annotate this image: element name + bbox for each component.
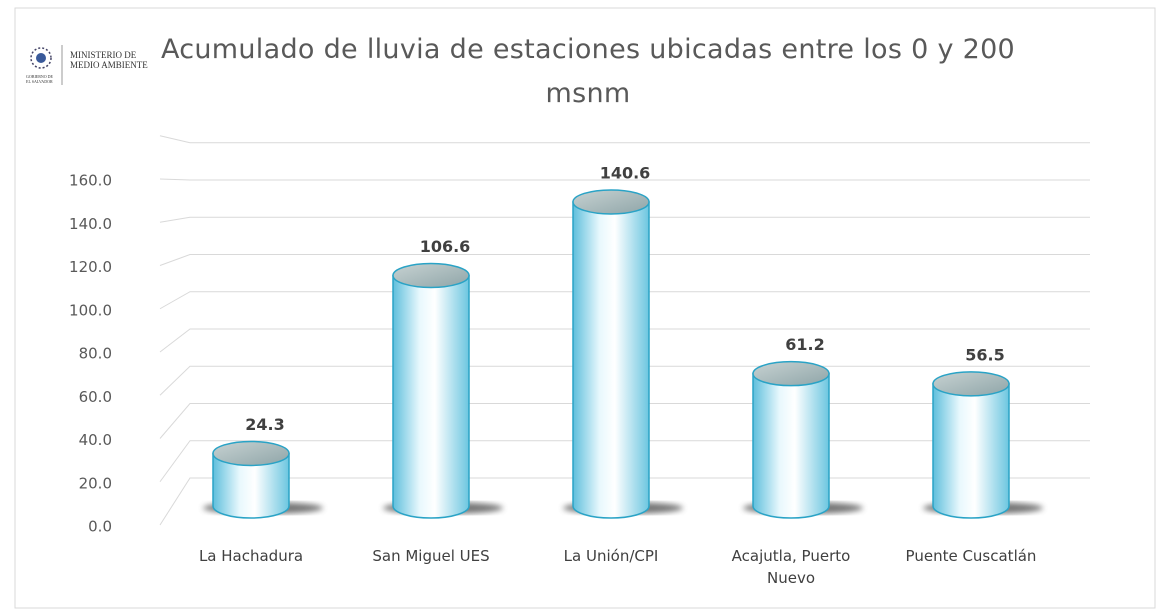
bar-top xyxy=(212,440,290,467)
wall-top xyxy=(159,135,191,144)
value-label: 140.6 xyxy=(600,163,651,182)
value-label: 24.3 xyxy=(245,415,284,434)
y-tick-label: 160.0 xyxy=(69,172,112,190)
bar-body xyxy=(752,372,830,519)
logo-caption-line: GOBIERNO DE xyxy=(26,74,53,79)
logo-line: MINISTERIO DE xyxy=(70,50,137,60)
grid-line xyxy=(159,178,1090,181)
bar-body xyxy=(392,274,470,519)
bar-body xyxy=(572,201,650,519)
logo-caption: GOBIERNO DE EL SALVADOR xyxy=(26,74,53,84)
grid-line xyxy=(159,291,1090,310)
y-tick-label: 140.0 xyxy=(69,215,112,233)
chart-title: Acumulado de lluvia de estaciones ubicad… xyxy=(160,34,1016,109)
bar-body xyxy=(932,383,1010,519)
x-tick-label: Acajutla, Puerto Nuevo xyxy=(731,547,851,587)
logo-emblem xyxy=(30,45,63,85)
bar xyxy=(383,262,503,519)
value-label: 56.5 xyxy=(965,345,1004,364)
value-label: 106.6 xyxy=(420,237,471,256)
bar-top xyxy=(752,360,830,387)
value-label: 61.2 xyxy=(785,335,824,354)
y-tick-label: 60.0 xyxy=(79,388,112,406)
x-tick-label: La Unión/CPI xyxy=(563,547,659,565)
y-tick-label: 80.0 xyxy=(79,345,112,363)
y-tick-label: 40.0 xyxy=(79,431,112,449)
y-tick-label: 100.0 xyxy=(69,301,112,319)
x-tick-label: La Hachadura xyxy=(198,547,304,565)
grid-line xyxy=(159,216,1090,223)
bar-top xyxy=(572,189,650,215)
y-tick-label: 0.0 xyxy=(88,518,112,536)
y-tick-label: 120.0 xyxy=(69,258,112,276)
logo-line: MEDIO AMBIENTE xyxy=(70,60,148,70)
logo-caption-line: EL SALVADOR xyxy=(26,79,53,84)
x-tick-label: San Miguel UES xyxy=(372,547,490,565)
chart-border xyxy=(14,7,1156,609)
bar xyxy=(203,440,323,519)
bar-top xyxy=(392,262,470,289)
y-tick-label: 20.0 xyxy=(79,474,112,492)
bar xyxy=(563,189,683,519)
bar xyxy=(743,360,863,519)
x-tick-label: Puente Cuscatlán xyxy=(905,547,1037,565)
logo-text: MINISTERIO DE MEDIO AMBIENTE xyxy=(70,50,148,70)
grid-line xyxy=(159,254,1090,266)
bar xyxy=(923,371,1043,519)
bar-top xyxy=(932,371,1010,397)
grid-line xyxy=(159,328,1090,353)
bar-body xyxy=(212,452,290,519)
